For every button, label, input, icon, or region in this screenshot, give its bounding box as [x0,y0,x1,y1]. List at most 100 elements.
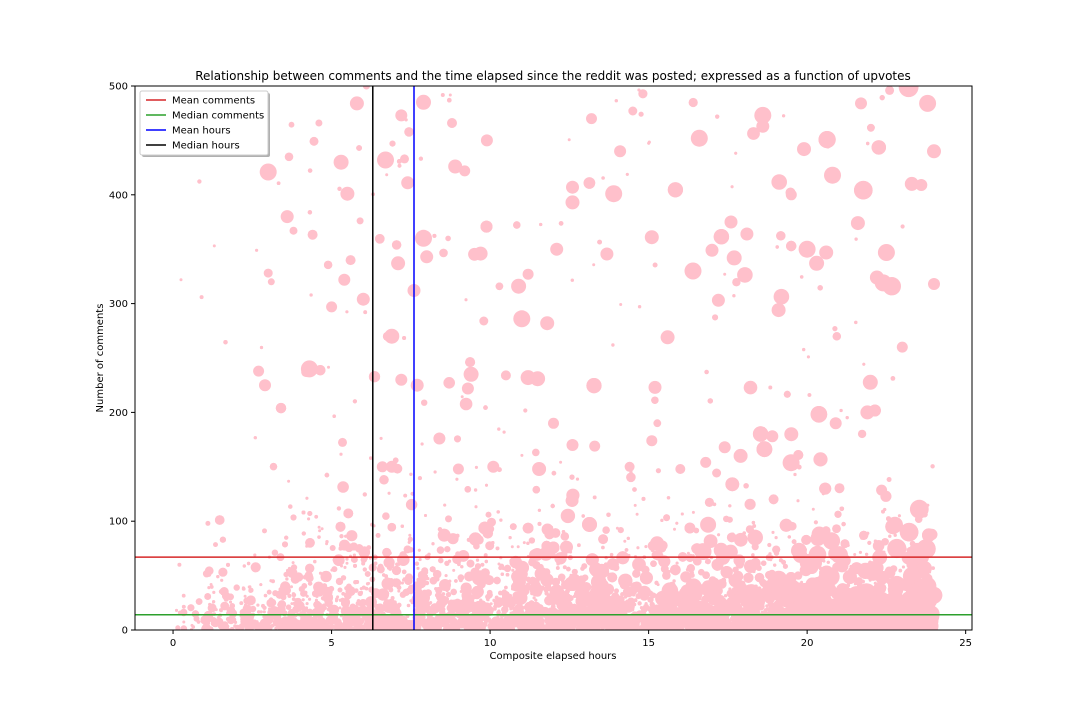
data-point [615,614,625,623]
data-point [787,535,791,539]
data-point [660,518,664,523]
data-point [528,537,536,544]
data-point [262,605,267,610]
data-point [561,579,565,584]
data-point [887,538,907,559]
data-point [915,505,919,509]
data-point [796,464,802,470]
data-point [242,564,246,568]
data-point [239,623,245,629]
data-point [320,527,324,531]
data-point [732,594,742,604]
data-point [609,552,614,557]
data-point [325,600,330,605]
data-point [384,562,388,566]
data-point [782,574,796,589]
data-point [447,599,455,607]
chart-title: Relationship between comments and the ti… [195,69,911,83]
data-point [862,362,866,366]
data-point [799,275,804,279]
data-point [400,581,404,585]
data-point [526,618,539,630]
data-point [818,131,836,149]
data-point [635,593,642,600]
data-point [241,586,245,590]
data-point [686,596,698,608]
data-point [484,575,495,586]
data-point [493,576,501,585]
data-point [780,618,799,630]
data-point [445,235,451,242]
data-point [849,565,853,568]
data-point [352,553,356,557]
data-point [300,622,309,630]
data-point [318,529,322,533]
data-point [291,597,296,601]
data-point [474,505,478,509]
data-point [220,601,230,611]
data-point [708,595,713,600]
data-point [497,427,501,431]
data-point [248,587,254,593]
data-point [793,450,804,460]
data-point [242,604,252,614]
data-point [546,614,552,620]
data-point [447,559,452,563]
data-point [526,541,530,545]
data-point [663,514,670,522]
data-point [532,485,541,494]
data-point [455,533,460,538]
data-point [560,532,569,541]
data-point [483,614,488,619]
data-point [293,617,297,621]
data-point [730,616,736,622]
data-point [841,521,846,527]
data-point [263,593,268,598]
data-point [445,624,454,630]
data-point [427,602,431,606]
data-point [407,540,411,544]
data-point [223,340,228,345]
data-point [583,177,596,189]
data-point [307,517,311,521]
data-point [773,578,777,582]
data-point [871,140,886,155]
data-point [424,514,427,517]
data-point [491,625,499,630]
data-point [403,493,408,498]
data-point [751,520,756,525]
data-point [733,554,746,567]
data-point [617,527,624,534]
data-point [704,593,708,597]
data-point [602,526,610,534]
data-point [229,626,235,630]
data-point [511,568,515,572]
data-point [344,534,348,538]
data-point [727,620,732,625]
data-point [670,564,681,576]
data-point [732,566,739,573]
data-point [818,605,826,614]
data-point [815,626,820,630]
data-point [637,601,642,606]
data-point [389,140,396,147]
data-point [560,508,576,524]
data-point [626,472,636,483]
data-point [431,542,435,546]
data-point [797,621,807,630]
data-point [685,553,695,563]
data-point [771,530,775,534]
data-point [859,530,869,541]
data-point [356,599,361,603]
data-point [327,611,338,623]
data-point [387,522,397,532]
data-point [307,210,313,215]
data-point [549,525,554,530]
data-point [869,612,885,627]
data-point [537,604,544,611]
data-point [647,140,651,144]
data-point [307,168,313,173]
data-point [275,402,287,414]
data-point [356,622,360,626]
data-point [307,581,313,586]
